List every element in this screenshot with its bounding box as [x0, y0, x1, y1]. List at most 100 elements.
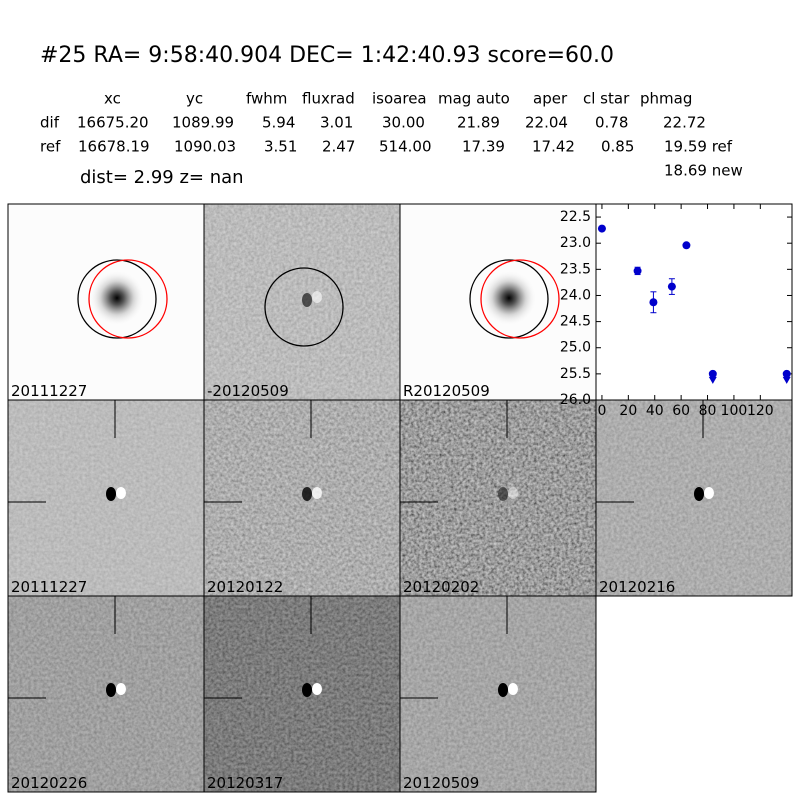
stamp-image [204, 400, 400, 596]
stamp-image [204, 204, 400, 400]
stamp-image [8, 596, 204, 792]
stamp: 20120317 [203, 595, 401, 793]
bright-blob [116, 683, 126, 695]
stamp-label: R20120509 [403, 382, 490, 400]
bright-blob [704, 487, 714, 499]
column-header: cl star [583, 90, 630, 108]
table-cell: 22.04 [525, 114, 568, 132]
bright-blob [116, 487, 126, 499]
y-tick-label: 23.5 [560, 261, 591, 277]
table-cell: 30.00 [382, 114, 425, 132]
table-cell: 3.51 [264, 138, 297, 156]
column-header: xc [104, 90, 121, 108]
y-tick-label: 25.0 [560, 340, 591, 356]
table-cell: 0.85 [601, 138, 634, 156]
column-header: aper [533, 90, 568, 108]
stamp-label: 20120122 [207, 578, 283, 596]
x-tick-label: 60 [672, 403, 690, 419]
x-tick-label: 0 [597, 403, 606, 419]
point [782, 369, 791, 378]
table-cell: 0.78 [595, 114, 628, 132]
y-tick-label: 24.5 [560, 314, 591, 330]
x-tick-label: 40 [646, 403, 664, 419]
table-cell: 514.00 [379, 138, 432, 156]
upper-limit-arrow [782, 376, 791, 384]
point [597, 224, 606, 233]
table-cell: 21.89 [457, 114, 500, 132]
bright-blob [312, 291, 322, 303]
column-header: isoarea [372, 90, 427, 108]
stamp-label: 20120226 [11, 774, 87, 792]
stamp-label: -20120509 [207, 382, 289, 400]
table-cell: 16678.19 [78, 138, 150, 156]
stamp: 20120122 [203, 399, 401, 597]
stamp-label: 20120317 [207, 774, 283, 792]
stamp-image [204, 596, 400, 792]
y-tick-label: 26.0 [560, 392, 591, 408]
x-tick-label: 20 [619, 403, 637, 419]
stamp-label: 20120509 [403, 774, 479, 792]
psf-core [481, 270, 537, 326]
point [682, 241, 691, 250]
table-cell: 17.42 [532, 138, 575, 156]
column-header: fluxrad [302, 90, 355, 108]
x-tick-label: 80 [699, 403, 717, 419]
y-tick-label: 22.5 [560, 209, 591, 225]
stamp: 20120226 [7, 595, 205, 793]
stamp-frame [399, 595, 597, 793]
column-header: mag auto [438, 90, 510, 108]
stamp-image [596, 400, 792, 596]
stamp: 20111227 [7, 203, 205, 401]
stamp: 20120509 [399, 595, 597, 793]
phmag-new: 18.69 new [664, 162, 743, 180]
stamp-label: 20111227 [11, 382, 87, 400]
dark-blob [302, 683, 312, 697]
table-cell: 17.39 [462, 138, 505, 156]
dark-blob [694, 487, 704, 501]
dark-blob [498, 683, 508, 697]
table-cell: 16675.20 [77, 114, 149, 132]
column-header: yc [186, 90, 203, 108]
bright-blob [508, 683, 518, 695]
stamp-label: 20111227 [11, 578, 87, 596]
column-header: fwhm [246, 90, 287, 108]
point [667, 282, 676, 291]
upper-limit-arrow [708, 376, 717, 384]
table-cell: 5.94 [262, 114, 295, 132]
aperture-new [480, 259, 560, 339]
stamp-image [400, 596, 596, 792]
stamp: R20120509 [399, 203, 597, 401]
aperture [264, 267, 344, 347]
stamp: 20120216 [595, 399, 793, 597]
row-label: ref [40, 138, 61, 156]
x-tick-label: 100 [721, 403, 748, 419]
dark-blob [106, 683, 116, 697]
point [649, 298, 658, 307]
aperture-ref [469, 259, 549, 339]
row-label: dif [40, 114, 60, 132]
stamp: 20120202 [399, 399, 597, 597]
stamp-label: 20120202 [403, 578, 479, 596]
y-tick-label: 25.5 [560, 366, 591, 382]
psf-core [89, 270, 145, 326]
table-cell: 2.47 [322, 138, 355, 156]
stamp: -20120509 [203, 203, 401, 401]
bright-blob [508, 487, 518, 499]
aperture-ref [77, 259, 157, 339]
plot-area [595, 203, 793, 401]
bright-blob [312, 683, 322, 695]
y-tick-label: 23.0 [560, 235, 591, 251]
column-header: phmag [640, 90, 692, 108]
table-cell: 1089.99 [172, 114, 234, 132]
table-cell: 22.72 [663, 114, 706, 132]
y-tick-label: 24.0 [560, 287, 591, 303]
dark-blob [302, 293, 312, 307]
table-cell: 19.59 ref [664, 138, 733, 156]
dark-blob [106, 487, 116, 501]
point [633, 266, 642, 275]
dark-blob [498, 487, 508, 501]
dist-line: dist= 2.99 z= nan [80, 167, 244, 188]
stamp-image [8, 400, 204, 596]
stamp: 20111227 [7, 399, 205, 597]
